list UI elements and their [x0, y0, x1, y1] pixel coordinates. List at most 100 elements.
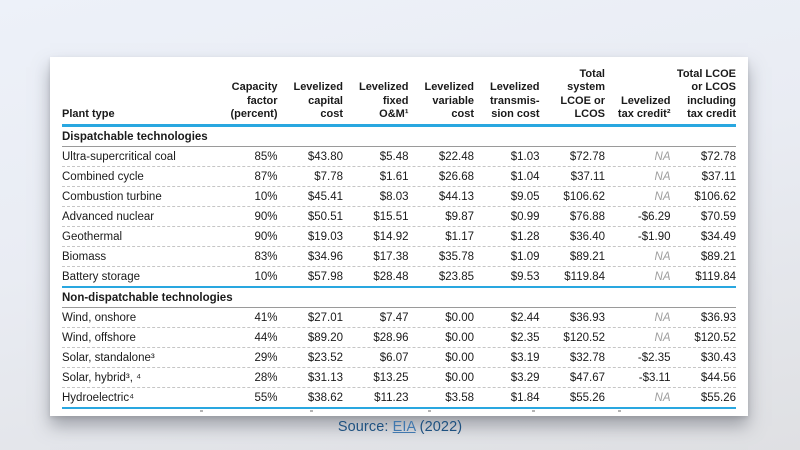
- value-cell: $2.35: [510, 331, 540, 344]
- table-row: Wind, offshore 44% $89.20 $28.96 $0.00 $2.35 $…: [62, 328, 736, 348]
- value-cell: $89.21: [569, 250, 605, 263]
- value-cell: $28.48: [373, 270, 409, 283]
- table-row: Biomass 83% $34.96 $17.38 $35.78 $1.09 $89.21 N…: [62, 247, 736, 267]
- plant-type-cell: Combined cycle: [62, 170, 144, 183]
- value-cell: $120.52: [563, 331, 605, 344]
- column-header-capacity-factor: Capacity factor (percent): [230, 81, 278, 120]
- table-row: Battery storage 10% $57.98 $28.48 $23.85 $9.5…: [62, 267, 736, 288]
- value-cell: $0.00: [445, 351, 474, 364]
- section-header: Non-dispatchable technologies: [62, 288, 736, 308]
- value-cell: $57.98: [307, 270, 343, 283]
- value-cell: $36.40: [569, 230, 605, 243]
- column-header-variable-cost: Levelized variable cost: [424, 81, 474, 120]
- value-cell: $37.11: [570, 170, 605, 183]
- na-value-cell: NA: [654, 190, 671, 203]
- value-cell: $1.61: [379, 170, 409, 183]
- source-link-eia[interactable]: EIA: [392, 419, 416, 435]
- value-cell: -$1.90: [637, 230, 671, 243]
- value-cell: $0.00: [445, 331, 474, 344]
- value-cell: $22.48: [438, 150, 474, 163]
- value-cell: $3.19: [510, 351, 540, 364]
- value-cell: $0.00: [445, 371, 474, 384]
- value-cell: $13.25: [373, 371, 409, 384]
- value-cell: $3.29: [510, 371, 540, 384]
- value-cell: $72.78: [700, 150, 736, 163]
- table-body: Dispatchable technologies Ultra-supercrit…: [62, 127, 736, 409]
- value-cell: $55.26: [569, 391, 605, 404]
- na-value-cell: NA: [654, 250, 671, 263]
- cutoff-text-fragment: [62, 409, 736, 414]
- value-cell: 55%: [254, 391, 278, 404]
- value-cell: $5.48: [379, 150, 409, 163]
- value-cell: $37.11: [701, 170, 736, 183]
- value-cell: -$2.35: [637, 351, 671, 364]
- value-cell: $19.03: [307, 230, 343, 243]
- table-row: Geothermal 90% $19.03 $14.92 $1.17 $1.28 $36.4…: [62, 227, 736, 247]
- plant-type-cell: Advanced nuclear: [62, 210, 155, 223]
- value-cell: $0.00: [445, 311, 474, 324]
- value-cell: $76.88: [569, 210, 605, 223]
- value-cell: $31.13: [307, 371, 343, 384]
- plant-type-cell: Ultra-supercritical coal: [62, 150, 176, 163]
- value-cell: $23.52: [307, 351, 343, 364]
- value-cell: $34.49: [700, 230, 736, 243]
- column-header-total-system-lcoe: Total system LCOE or LCOS: [560, 68, 605, 120]
- value-cell: $36.93: [569, 311, 605, 324]
- value-cell: $2.44: [510, 311, 540, 324]
- value-cell: $36.93: [700, 311, 736, 324]
- value-cell: $106.62: [694, 190, 736, 203]
- value-cell: 90%: [254, 230, 278, 243]
- table-row: Advanced nuclear 90% $50.51 $15.51 $9.87 $0.9…: [62, 207, 736, 227]
- value-cell: $7.47: [379, 311, 409, 324]
- value-cell: $89.21: [700, 250, 736, 263]
- plant-type-cell: Solar, hybrid³, ⁴: [62, 371, 142, 384]
- na-value-cell: NA: [654, 331, 671, 344]
- value-cell: 85%: [254, 150, 278, 163]
- value-cell: 28%: [254, 371, 278, 384]
- value-cell: $28.96: [373, 331, 409, 344]
- na-value-cell: NA: [654, 391, 671, 404]
- table-header-row: Plant type Capacity factor (percent) Lev…: [62, 65, 736, 127]
- value-cell: $15.51: [373, 210, 409, 223]
- value-cell: $7.78: [314, 170, 343, 183]
- value-cell: $23.85: [438, 270, 474, 283]
- value-cell: 10%: [254, 270, 278, 283]
- table-row: Solar, standalone³ 29% $23.52 $6.07 $0.00 $3.…: [62, 348, 736, 368]
- column-header-plant-type: Plant type: [62, 107, 115, 120]
- value-cell: 83%: [254, 250, 278, 263]
- table-row: Hydroelectric⁴ 55% $38.62 $11.23 $3.58 $1.84 $…: [62, 388, 736, 409]
- value-cell: $0.99: [510, 210, 540, 223]
- value-cell: -$3.11: [638, 371, 671, 384]
- na-value-cell: NA: [654, 270, 671, 283]
- value-cell: 10%: [254, 190, 278, 203]
- value-cell: $1.04: [510, 170, 540, 183]
- lcoe-table-card: Plant type Capacity factor (percent) Lev…: [50, 57, 748, 416]
- plant-type-cell: Wind, offshore: [62, 331, 136, 344]
- value-cell: $50.51: [307, 210, 343, 223]
- value-cell: $1.03: [510, 150, 540, 163]
- section-header: Dispatchable technologies: [62, 127, 736, 147]
- value-cell: $1.09: [510, 250, 540, 263]
- value-cell: $89.20: [307, 331, 343, 344]
- value-cell: $119.84: [695, 270, 736, 283]
- value-cell: $11.23: [374, 391, 409, 404]
- table-row: Solar, hybrid³, ⁴ 28% $31.13 $13.25 $0.00 $3.…: [62, 368, 736, 388]
- column-header-total-lcoe-incl-credit: Total LCOE or LCOS including tax credit: [676, 68, 736, 120]
- value-cell: $34.96: [307, 250, 343, 263]
- value-cell: $44.56: [700, 371, 736, 384]
- source-year: (2022): [415, 419, 463, 435]
- value-cell: $27.01: [307, 311, 343, 324]
- value-cell: $14.92: [373, 230, 409, 243]
- value-cell: 90%: [254, 210, 278, 223]
- value-cell: $32.78: [569, 351, 605, 364]
- na-value-cell: NA: [654, 170, 671, 183]
- value-cell: $106.62: [563, 190, 605, 203]
- source-label: Source:: [337, 419, 393, 435]
- value-cell: -$6.29: [637, 210, 671, 223]
- value-cell: $17.38: [373, 250, 409, 263]
- value-cell: $1.17: [445, 230, 474, 243]
- value-cell: $120.52: [694, 331, 736, 344]
- value-cell: $9.87: [445, 210, 474, 223]
- value-cell: $1.84: [510, 391, 540, 404]
- value-cell: 29%: [254, 351, 278, 364]
